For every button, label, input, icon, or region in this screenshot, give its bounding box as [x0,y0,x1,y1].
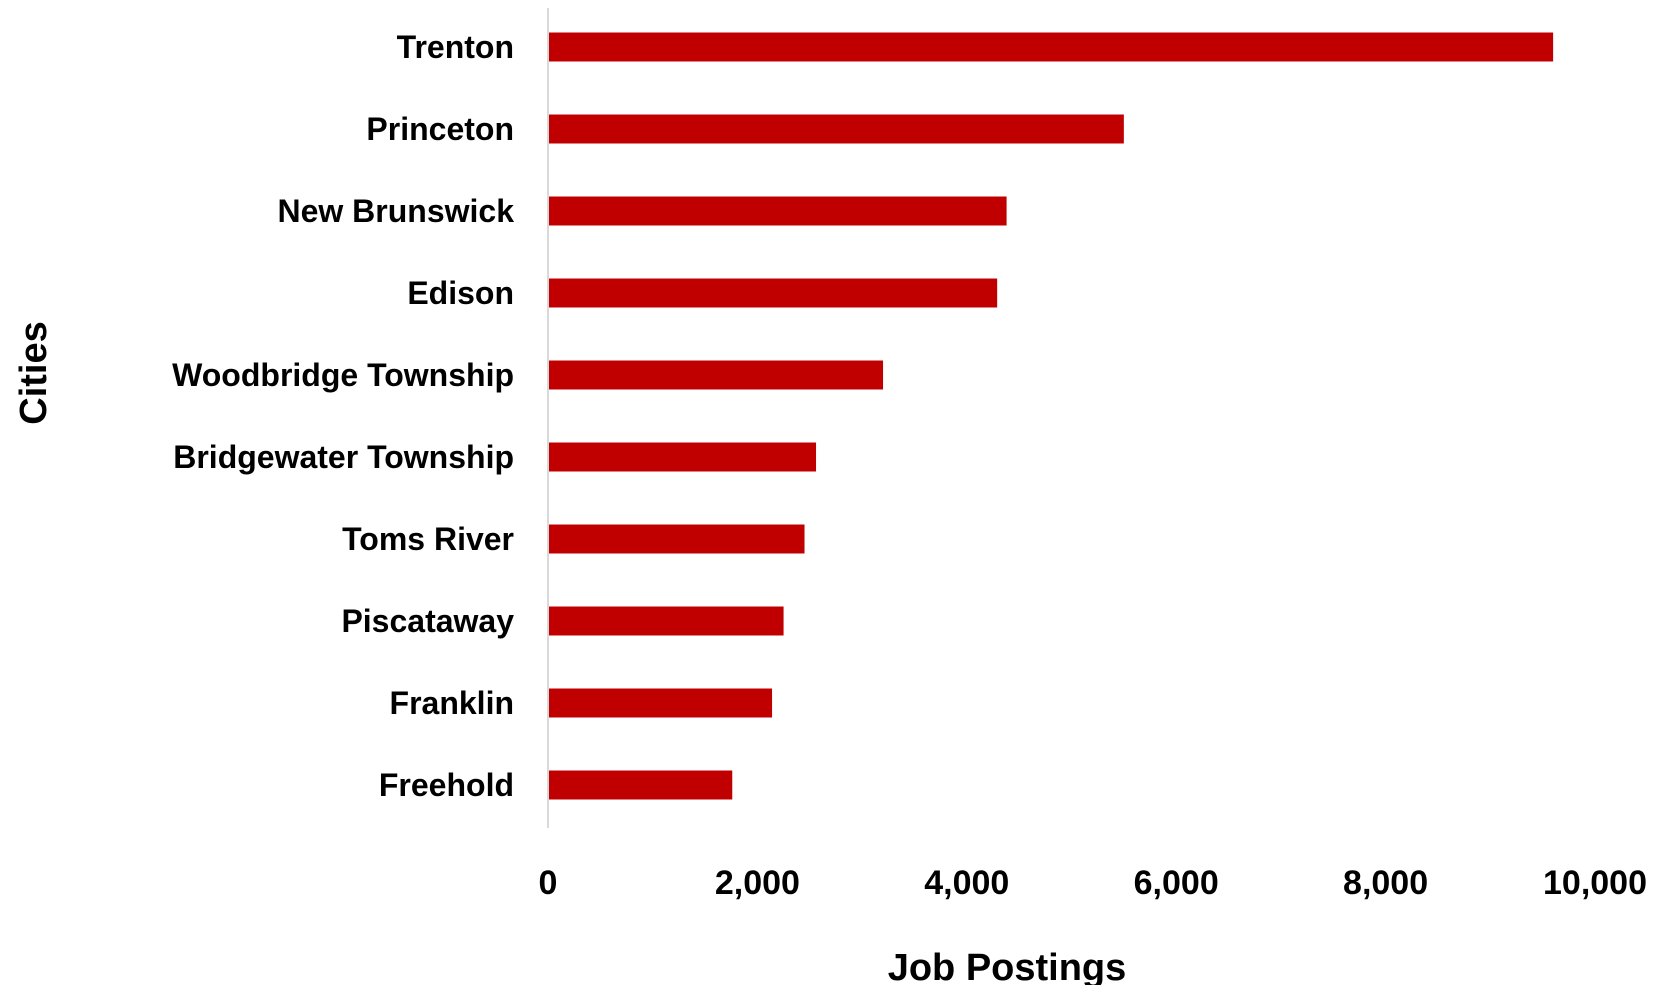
category-labels: Trenton Princeton New Brunswick Edison Woodb… [172,29,514,803]
category-label-princeton: Princeton [366,111,514,147]
category-label-franklin: Franklin [390,685,514,721]
x-tick-label: 8,000 [1343,864,1428,902]
bar-franklin [548,688,773,718]
x-tick-label: 0 [539,864,558,902]
bar-trenton [548,32,1554,62]
bar-freehold [548,770,733,800]
bar-edison [548,278,998,308]
x-tick-label: 10,000 [1543,864,1647,902]
bar-woodbridge-township [548,360,884,390]
bar-princeton [548,114,1124,144]
bar-piscataway [548,606,784,636]
x-tick-label: 2,000 [715,864,800,902]
x-tick-label: 4,000 [924,864,1009,902]
category-label-edison: Edison [407,275,514,311]
bars-group [548,32,1554,800]
category-label-woodbridge-township: Woodbridge Township [172,357,514,393]
category-label-freehold: Freehold [379,767,514,803]
category-label-toms-river: Toms River [342,521,514,557]
bar-new-brunswick [548,196,1007,226]
category-label-new-brunswick: New Brunswick [277,193,514,229]
category-label-bridgewater-township: Bridgewater Township [173,439,514,475]
category-label-piscataway: Piscataway [341,603,514,639]
bar-bridgewater-township [548,442,817,472]
x-tick-labels: 0 2,000 4,000 6,000 8,000 10,000 [539,864,1647,902]
category-label-trenton: Trenton [397,29,514,65]
x-tick-label: 6,000 [1134,864,1219,902]
x-axis-title: Job Postings [888,947,1127,985]
bar-toms-river [548,524,805,554]
y-axis-title: Cities [13,321,55,424]
